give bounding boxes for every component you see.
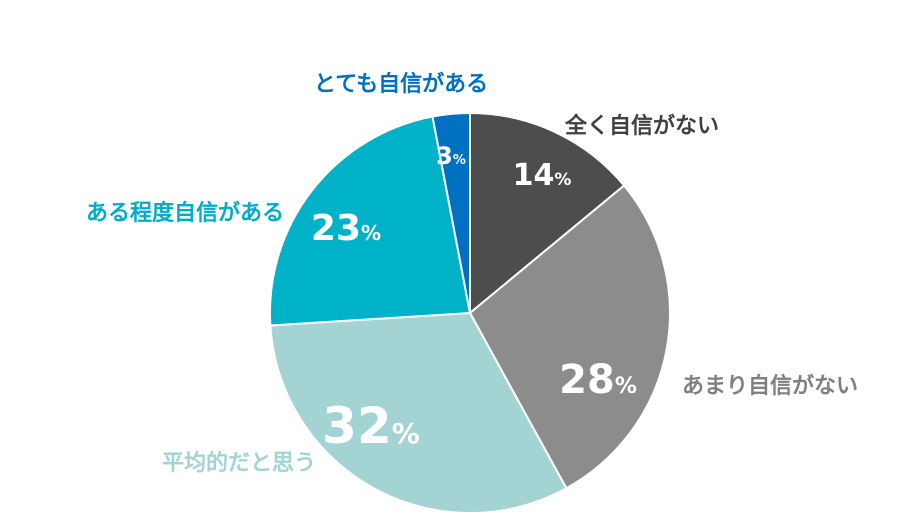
slice-value-unit: %	[554, 170, 571, 190]
slice-value-label: 14%	[513, 158, 572, 193]
slice-value-number: 32	[322, 397, 392, 455]
slice-value-label: 32%	[322, 397, 420, 455]
slice-category-label: 平均的だと思う	[162, 450, 316, 476]
pie-slice-2	[468, 184, 671, 490]
slice-category-label: 全く自信がない	[564, 113, 719, 139]
slice-value-number: 23	[311, 208, 361, 249]
slice-value-unit: %	[453, 153, 466, 168]
pie-slice-1	[469, 111, 626, 316]
pie-slice-5	[431, 111, 471, 314]
slice-category-label: あまり自信がない	[682, 373, 858, 399]
slice-category-label: ある程度自信がある	[86, 200, 284, 226]
slice-value-number: 14	[513, 158, 555, 193]
slice-value-label: 28%	[559, 357, 637, 403]
slice-value-label: 3%	[436, 142, 466, 170]
slice-value-label: 23%	[311, 208, 381, 249]
slice-value-number: 3	[436, 142, 453, 170]
slice-value-unit: %	[615, 374, 637, 399]
slice-category-label: とても自信がある	[314, 71, 488, 97]
slice-value-unit: %	[361, 221, 381, 245]
slice-value-number: 28	[559, 357, 615, 403]
pie-slice-3	[269, 311, 568, 513]
pie-slice-4	[268, 115, 472, 327]
slice-value-unit: %	[392, 417, 420, 450]
